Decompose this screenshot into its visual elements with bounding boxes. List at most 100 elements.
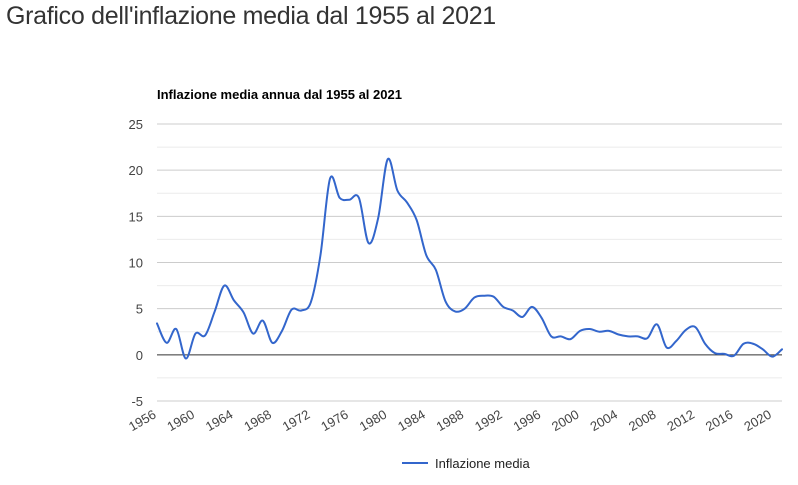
- chart-title: Inflazione media annua dal 1955 al 2021: [157, 87, 402, 102]
- data-point: [424, 253, 428, 257]
- x-tick-label: 1988: [434, 407, 467, 434]
- data-point: [674, 339, 678, 343]
- x-tick-label: 1972: [280, 407, 313, 434]
- data-point: [251, 332, 255, 336]
- data-point: [395, 188, 399, 192]
- data-point: [242, 310, 246, 314]
- data-point: [511, 309, 515, 313]
- data-point: [193, 332, 197, 336]
- x-tick-label: 2020: [741, 407, 774, 434]
- x-tick-label: 2016: [703, 407, 736, 434]
- data-point: [174, 327, 178, 331]
- data-point: [693, 325, 697, 329]
- y-tick-label: 25: [129, 117, 143, 132]
- data-point: [684, 328, 688, 332]
- data-point: [751, 342, 755, 346]
- data-point: [203, 333, 207, 337]
- x-tick-label: 1956: [126, 407, 159, 434]
- data-point: [732, 354, 736, 358]
- x-tick-label: 1964: [203, 407, 236, 434]
- data-point: [299, 309, 303, 313]
- data-point: [405, 200, 409, 204]
- data-point: [261, 319, 265, 323]
- data-point: [520, 315, 524, 319]
- data-point: [568, 337, 572, 341]
- y-tick-label: -5: [131, 394, 143, 409]
- data-point: [280, 329, 284, 333]
- x-tick-label: 1996: [511, 407, 544, 434]
- data-point: [165, 341, 169, 345]
- y-tick-label: 0: [136, 348, 143, 363]
- y-tick-label: 10: [129, 256, 143, 271]
- data-point: [530, 305, 534, 309]
- data-point: [338, 196, 342, 200]
- data-point: [222, 284, 226, 288]
- data-point: [367, 241, 371, 245]
- x-axis-ticks: 1956 1960 1964 1968 1972 1976 1980 1984 1988 1992…: [126, 407, 774, 434]
- data-point: [482, 294, 486, 298]
- data-point: [232, 298, 236, 302]
- data-point: [155, 321, 159, 325]
- data-point: [588, 327, 592, 331]
- data-point: [780, 347, 784, 351]
- data-point: [645, 336, 649, 340]
- data-point: [309, 300, 313, 304]
- data-point: [540, 316, 544, 320]
- data-point: [636, 334, 640, 338]
- data-point: [626, 334, 630, 338]
- data-point: [213, 309, 217, 313]
- data-point: [655, 322, 659, 326]
- data-point: [328, 176, 332, 180]
- legend: Inflazione media: [402, 456, 530, 471]
- data-point: [270, 341, 274, 345]
- data-point: [492, 295, 496, 299]
- x-tick-label: 1976: [318, 407, 351, 434]
- x-tick-label: 1968: [241, 407, 274, 434]
- data-point: [578, 329, 582, 333]
- data-point: [318, 253, 322, 257]
- data-point: [453, 309, 457, 313]
- y-axis-ticks: 25 20 15 10 5 0 -5: [129, 117, 143, 409]
- data-point: [742, 342, 746, 346]
- data-point: [434, 268, 438, 272]
- data-point: [184, 357, 188, 361]
- series-line-inflazione-media: [156, 157, 783, 360]
- x-tick-label: 2000: [549, 407, 582, 434]
- data-point: [703, 342, 707, 346]
- data-point: [722, 352, 726, 356]
- x-tick-label: 2004: [587, 407, 620, 434]
- data-point: [472, 296, 476, 300]
- data-point: [770, 355, 774, 359]
- data-point: [761, 347, 765, 351]
- data-point: [665, 345, 669, 349]
- y-tick-label: 5: [136, 302, 143, 317]
- data-point: [501, 305, 505, 309]
- data-point: [347, 198, 351, 202]
- data-point: [549, 334, 553, 338]
- data-point: [357, 196, 361, 200]
- y-tick-label: 15: [129, 209, 143, 224]
- x-tick-label: 1960: [164, 407, 197, 434]
- x-tick-label: 1992: [472, 407, 505, 434]
- x-tick-label: 2012: [664, 407, 697, 434]
- series-layer: [155, 157, 784, 361]
- legend-label: Inflazione media: [435, 456, 530, 471]
- data-point: [617, 333, 621, 337]
- data-point: [559, 334, 563, 338]
- data-point: [386, 157, 390, 161]
- x-tick-label: 1980: [357, 407, 390, 434]
- data-point: [290, 308, 294, 312]
- data-point: [713, 351, 717, 355]
- page-heading: Grafico dell'inflazione media dal 1955 a…: [6, 2, 496, 30]
- data-point: [463, 307, 467, 311]
- data-point: [415, 218, 419, 222]
- gridlines: [157, 123, 782, 402]
- x-tick-label: 2008: [626, 407, 659, 434]
- x-tick-label: 1984: [395, 407, 428, 434]
- data-point: [376, 216, 380, 220]
- data-point: [607, 329, 611, 333]
- data-point: [597, 330, 601, 334]
- y-tick-label: 20: [129, 163, 143, 178]
